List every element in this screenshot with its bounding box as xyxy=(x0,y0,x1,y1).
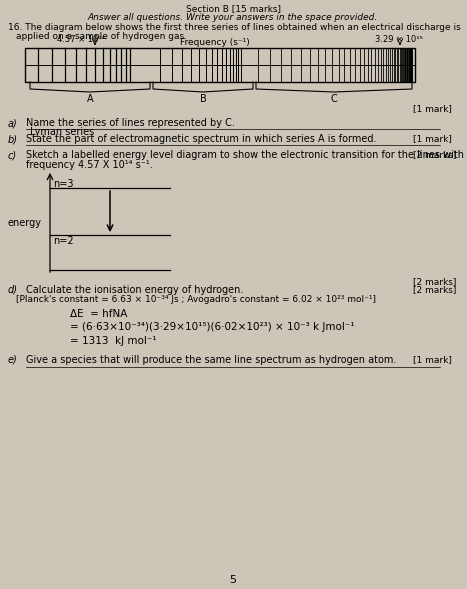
Text: d): d) xyxy=(8,285,18,295)
Text: b): b) xyxy=(8,134,18,144)
Text: State the part of electromagnetic spectrum in which series A is formed.: State the part of electromagnetic spectr… xyxy=(26,134,376,144)
Text: n=3: n=3 xyxy=(53,179,73,189)
Text: [2 marks]: [2 marks] xyxy=(413,150,456,159)
Text: [1 mark]: [1 mark] xyxy=(413,355,452,364)
Text: Answer all questions. Write your answers in the space provided.: Answer all questions. Write your answers… xyxy=(88,13,378,22)
Text: frequency 4.57 X 10¹⁴ s⁻¹.: frequency 4.57 X 10¹⁴ s⁻¹. xyxy=(26,160,153,170)
Text: C: C xyxy=(331,94,337,104)
Text: c): c) xyxy=(8,150,17,160)
Text: ΔE  = hfNA: ΔE = hfNA xyxy=(70,309,127,319)
Text: [1 mark]: [1 mark] xyxy=(413,134,452,143)
Text: energy: energy xyxy=(8,217,42,227)
Text: a): a) xyxy=(8,118,18,128)
Text: = 1313  kJ mol⁻¹: = 1313 kJ mol⁻¹ xyxy=(70,336,156,346)
Text: [2 marks]: [2 marks] xyxy=(413,285,456,294)
Text: 5: 5 xyxy=(229,575,236,585)
Text: Section B [15 marks]: Section B [15 marks] xyxy=(185,4,281,13)
Text: 16. The diagram below shows the first three series of lines obtained when an ele: 16. The diagram below shows the first th… xyxy=(8,23,461,32)
Text: Sketch a labelled energy level diagram to show the electronic transition for the: Sketch a labelled energy level diagram t… xyxy=(26,150,464,160)
Text: [2 marks]: [2 marks] xyxy=(413,277,456,286)
Text: n=2: n=2 xyxy=(53,236,74,246)
Text: 4.57 × 10¹⁴: 4.57 × 10¹⁴ xyxy=(57,35,105,44)
Text: [1 mark]: [1 mark] xyxy=(413,104,452,113)
Text: Give a species that will produce the same line spectrum as hydrogen atom.: Give a species that will produce the sam… xyxy=(26,355,396,365)
Text: = (6·63×10⁻³⁴)(3·29×10¹⁵)(6·02×10²³) × 10⁻³ k Jmol⁻¹: = (6·63×10⁻³⁴)(3·29×10¹⁵)(6·02×10²³) × 1… xyxy=(70,322,354,332)
Text: Calculate the ionisation energy of hydrogen.: Calculate the ionisation energy of hydro… xyxy=(26,285,243,295)
Text: Lyman series: Lyman series xyxy=(30,127,94,137)
Text: 3.29 × 10¹⁵: 3.29 × 10¹⁵ xyxy=(375,35,423,44)
Text: A: A xyxy=(87,94,93,104)
Text: Name the series of lines represented by C.: Name the series of lines represented by … xyxy=(26,118,235,128)
Bar xyxy=(25,48,415,82)
Text: e): e) xyxy=(8,355,18,365)
Text: [Planck's constant = 6.63 × 10⁻³⁴ Js ; Avogadro's constant = 6.02 × 10²³ mol⁻¹]: [Planck's constant = 6.63 × 10⁻³⁴ Js ; A… xyxy=(16,295,376,304)
Text: applied on a sample of hydrogen gas.: applied on a sample of hydrogen gas. xyxy=(16,32,187,41)
Text: B: B xyxy=(199,94,206,104)
Text: Frequency (s⁻¹): Frequency (s⁻¹) xyxy=(180,38,250,47)
